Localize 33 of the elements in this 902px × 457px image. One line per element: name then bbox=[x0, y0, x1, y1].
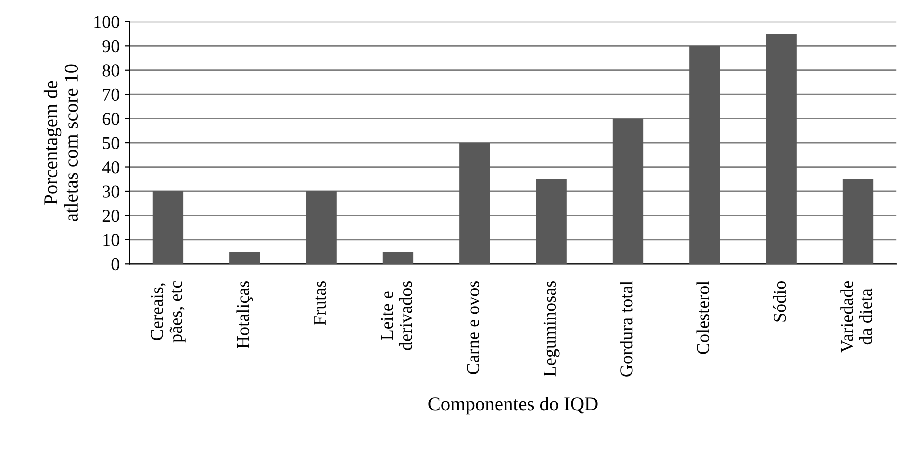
y-tick-label: 90 bbox=[102, 40, 120, 53]
bar bbox=[766, 34, 797, 264]
y-tick-label: 80 bbox=[102, 64, 120, 77]
y-tick-label: 100 bbox=[94, 16, 120, 28]
y-tick-label: 10 bbox=[104, 234, 120, 246]
bar bbox=[306, 191, 337, 264]
y-tick-label: 0 bbox=[112, 258, 120, 271]
y-tick-label: 20 bbox=[102, 210, 120, 222]
x-axis-title: Componentes do IQD bbox=[428, 397, 598, 415]
bar bbox=[536, 179, 567, 264]
y-tick-label: 60 bbox=[102, 113, 120, 126]
bar bbox=[230, 252, 260, 264]
x-tick-label: Colesterol bbox=[696, 281, 710, 354]
y-tick-label: 70 bbox=[103, 88, 120, 102]
x-tick-label: Sódio bbox=[773, 282, 786, 322]
bar bbox=[152, 191, 184, 264]
bar bbox=[690, 46, 720, 264]
x-tick-label: Frutas bbox=[314, 281, 326, 326]
y-tick-label: 50 bbox=[103, 137, 120, 150]
bar bbox=[612, 118, 644, 264]
x-tick-label: Leguminosas bbox=[544, 281, 560, 377]
y-tick-label: 30 bbox=[102, 186, 120, 198]
x-tick-label: Variedade da dieta bbox=[840, 281, 872, 353]
x-tick-label: Carne e ovos bbox=[467, 281, 480, 374]
bar bbox=[842, 179, 874, 264]
y-axis-title: Porcentagem de atletas com score 10 bbox=[44, 64, 78, 222]
bar bbox=[382, 252, 414, 264]
bar bbox=[460, 143, 490, 264]
y-tick-label: 40 bbox=[102, 162, 120, 174]
x-tick-label: Gordura total bbox=[620, 281, 633, 377]
x-tick-label: Leite e derivados bbox=[381, 281, 412, 350]
x-tick-label: Hotaliças bbox=[236, 281, 254, 348]
x-tick-label: Cereais, pães, etc bbox=[151, 281, 186, 343]
